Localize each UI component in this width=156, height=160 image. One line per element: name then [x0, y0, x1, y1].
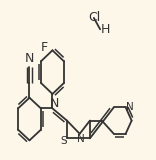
Text: N: N	[126, 102, 134, 112]
Text: N: N	[25, 52, 34, 65]
Text: S: S	[60, 136, 66, 146]
Text: F: F	[41, 41, 48, 54]
Text: H: H	[101, 23, 110, 36]
Text: N: N	[77, 134, 85, 144]
Text: Cl: Cl	[88, 11, 100, 24]
Text: N: N	[50, 97, 59, 110]
